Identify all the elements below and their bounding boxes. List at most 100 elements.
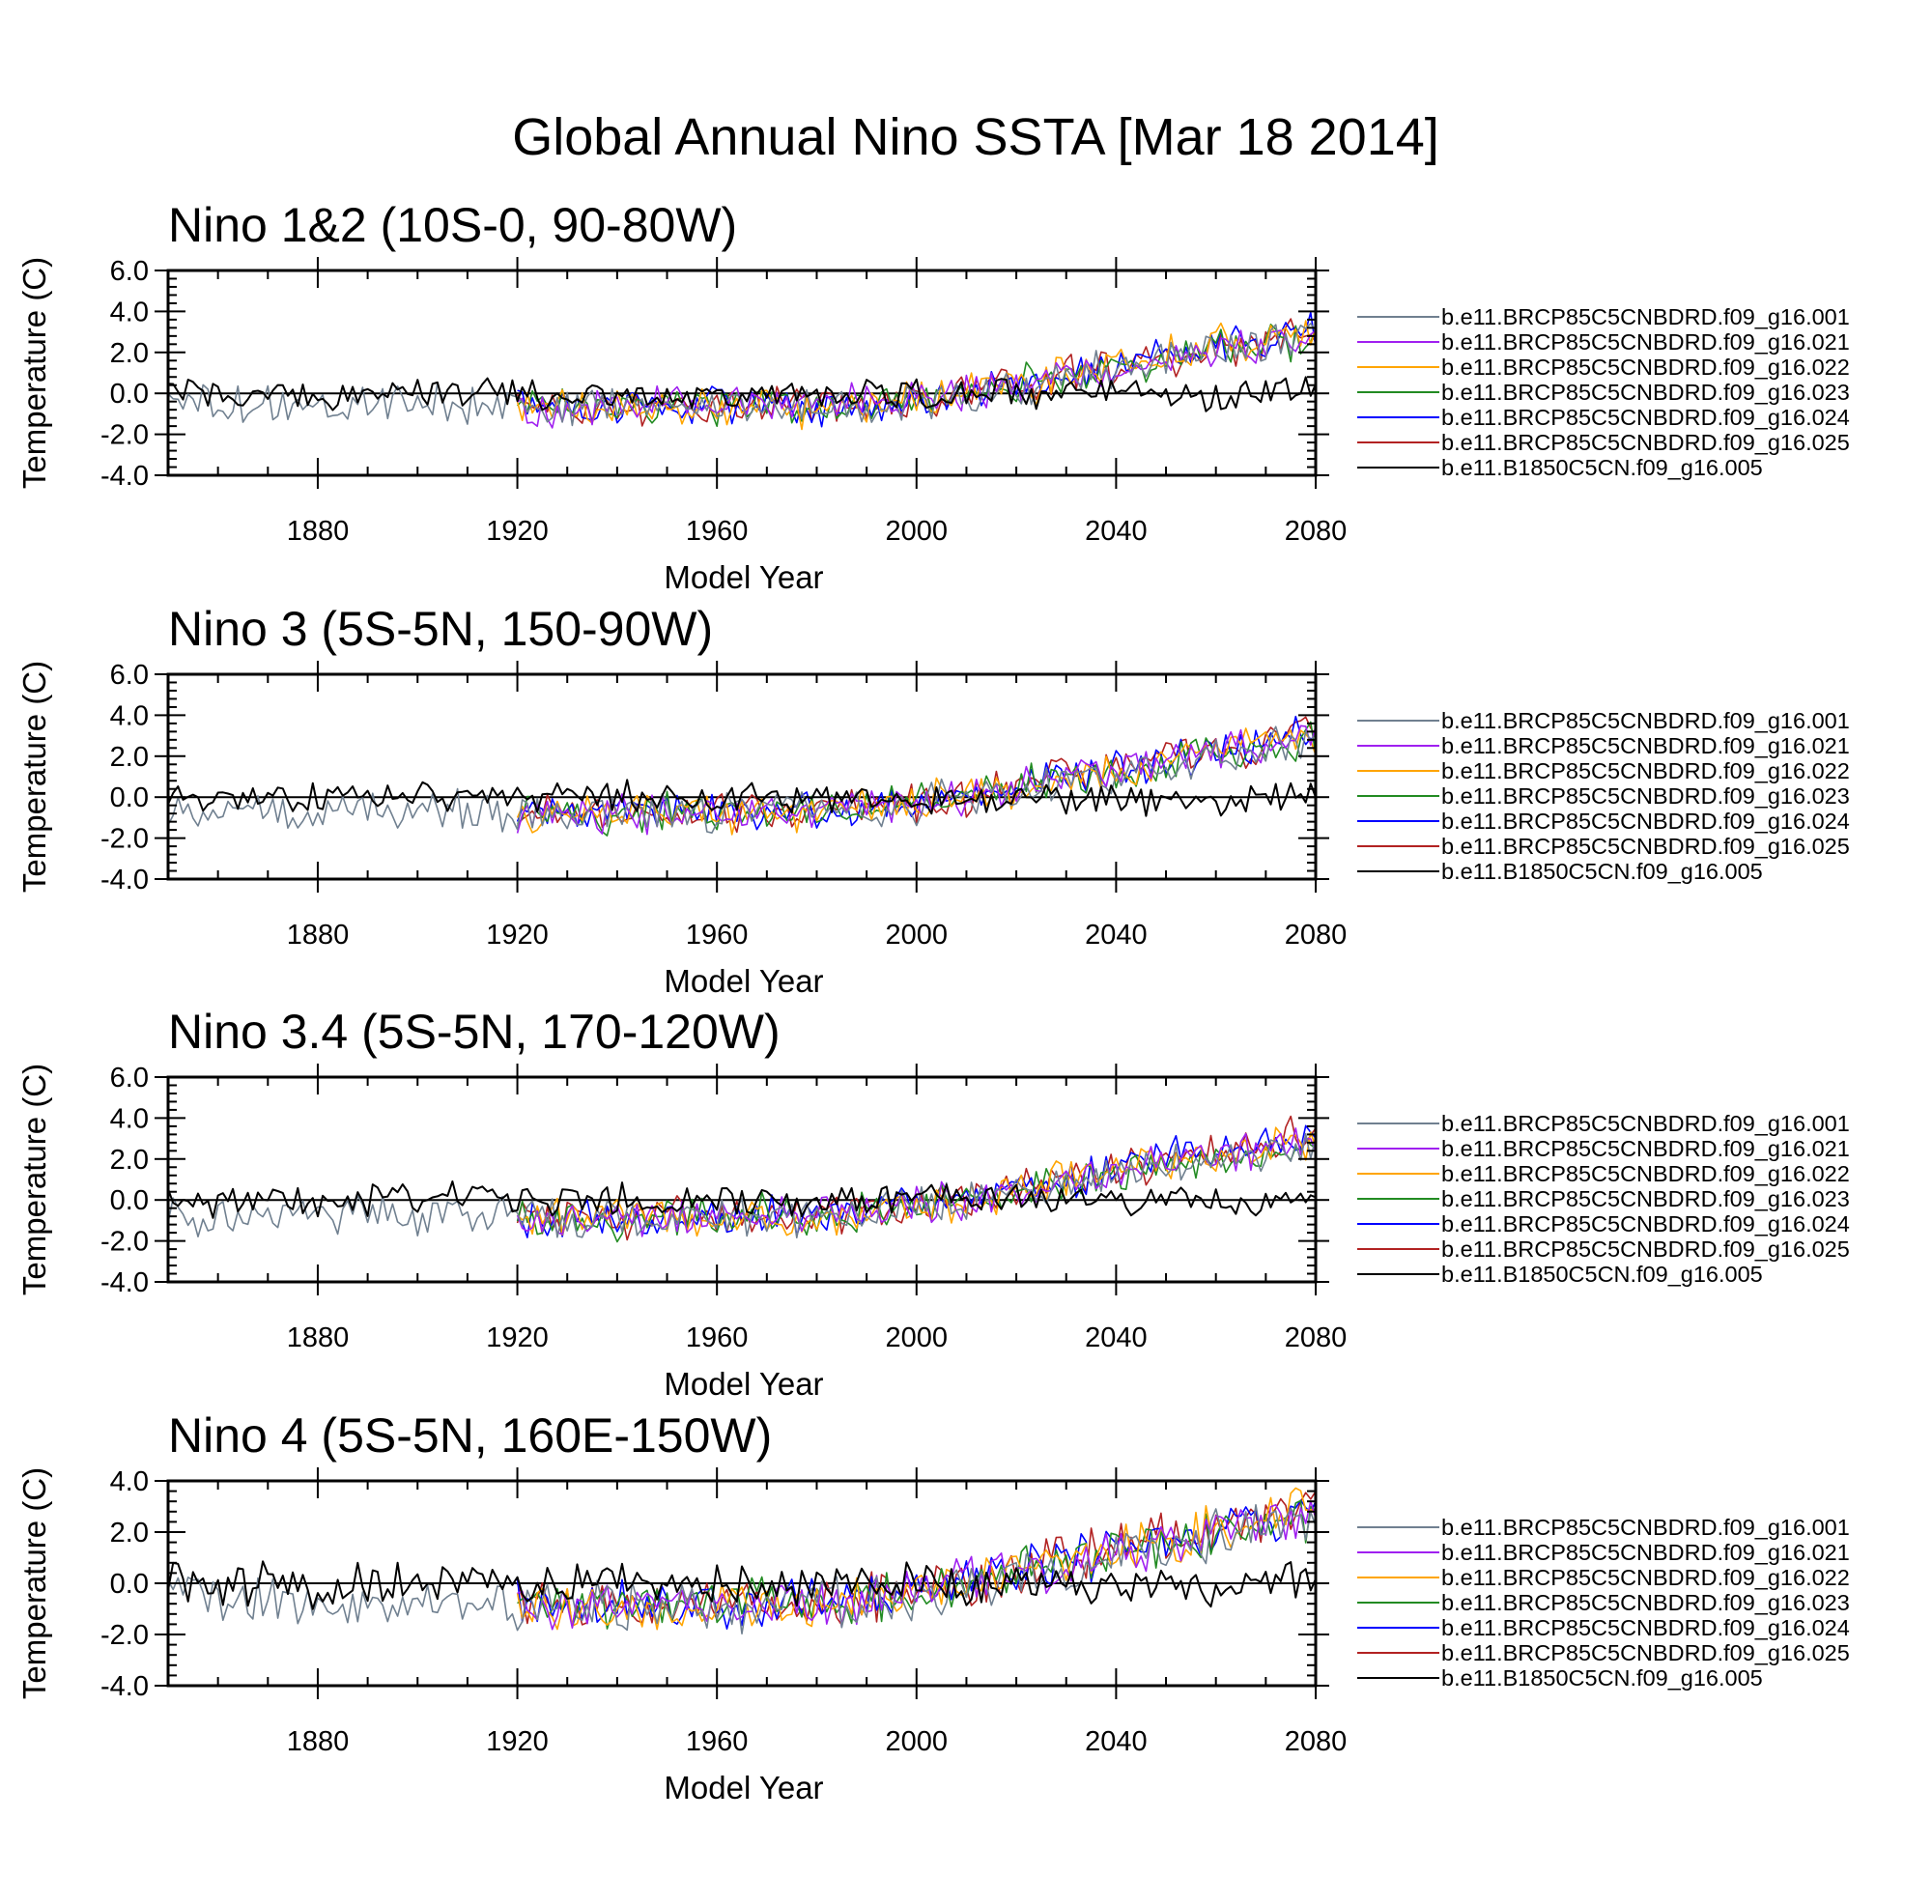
legend-label: b.e11.B1850C5CN.f09_g16.005 [1441, 455, 1763, 480]
series-line-022 [517, 1126, 1316, 1237]
x-tick-label: 2080 [1285, 516, 1348, 547]
legend-label: b.e11.BRCP85C5CNBDRD.f09_g16.022 [1441, 1161, 1850, 1186]
x-tick-label: 2080 [1285, 1322, 1348, 1353]
x-tick-label: 1960 [686, 516, 749, 547]
x-tick-label: 1880 [287, 920, 350, 951]
y-axis-title: Temperature (C) [16, 661, 52, 893]
series-line-021 [517, 329, 1316, 429]
panel-3: Nino 3.4 (5S-5N, 170-120W) 6.0 4.0 2.0 0.0 -2… [16, 1005, 1850, 1402]
legend-label: b.e11.BRCP85C5CNBDRD.f09_g16.021 [1441, 733, 1850, 758]
legend-label: b.e11.BRCP85C5CNBDRD.f09_g16.023 [1441, 1186, 1850, 1211]
legend-label: b.e11.BRCP85C5CNBDRD.f09_g16.001 [1441, 1515, 1850, 1540]
y-tick-label: 2.0 [110, 338, 149, 369]
legend-label: b.e11.B1850C5CN.f09_g16.005 [1441, 1262, 1763, 1287]
legend: b.e11.BRCP85C5CNBDRD.f09_g16.001b.e11.BR… [1357, 1111, 1850, 1287]
series-line-025 [516, 1491, 1316, 1629]
x-tick-label: 1920 [486, 1322, 549, 1353]
legend: b.e11.BRCP85C5CNBDRD.f09_g16.001b.e11.BR… [1357, 304, 1850, 480]
x-axis-title: Model Year [664, 1770, 823, 1805]
x-tick-label: 2040 [1085, 1726, 1148, 1757]
y-tick-label: 0.0 [110, 379, 149, 410]
legend-label: b.e11.BRCP85C5CNBDRD.f09_g16.001 [1441, 304, 1850, 329]
legend-label: b.e11.BRCP85C5CNBDRD.f09_g16.024 [1441, 1615, 1850, 1640]
panel-2: Nino 3 (5S-5N, 150-90W) 6.0 4.0 2.0 0.0 -2.0 -… [16, 602, 1850, 999]
y-tick-label: 2.0 [110, 1145, 149, 1176]
legend-label: b.e11.BRCP85C5CNBDRD.f09_g16.023 [1441, 380, 1850, 405]
x-tick-label: 2000 [886, 920, 949, 951]
plot-frame [166, 1075, 1318, 1284]
series-line-022 [516, 1487, 1316, 1631]
series-line-025 [516, 716, 1316, 834]
legend-label: b.e11.BRCP85C5CNBDRD.f09_g16.024 [1441, 809, 1850, 834]
legend-label: b.e11.BRCP85C5CNBDRD.f09_g16.022 [1441, 758, 1850, 783]
legend-label: b.e11.BRCP85C5CNBDRD.f09_g16.024 [1441, 405, 1850, 430]
x-tick-label: 2040 [1085, 516, 1148, 547]
series-line-005 [168, 1180, 1316, 1219]
series-line-001 [168, 1132, 1316, 1238]
x-tick-label: 1880 [287, 1726, 350, 1757]
panel-title: Nino 3.4 (5S-5N, 170-120W) [168, 1005, 781, 1059]
y-tick-label: -2.0 [100, 1227, 149, 1258]
x-tick-label: 2040 [1085, 1322, 1148, 1353]
x-axis-title: Model Year [664, 963, 823, 999]
legend-label: b.e11.BRCP85C5CNBDRD.f09_g16.022 [1441, 1565, 1850, 1590]
y-tick-label: -2.0 [100, 420, 149, 451]
x-tick-label: 1960 [686, 920, 749, 951]
legend-label: b.e11.B1850C5CN.f09_g16.005 [1441, 859, 1763, 884]
legend: b.e11.BRCP85C5CNBDRD.f09_g16.001 b.e11.BR… [1357, 1515, 1850, 1691]
y-tick-label: -4.0 [100, 1671, 149, 1702]
legend-label: b.e11.BRCP85C5CNBDRD.f09_g16.021 [1441, 1136, 1850, 1161]
y-tick-label: 0.0 [110, 1569, 149, 1600]
y-axis-title: Temperature (C) [16, 1064, 52, 1295]
y-tick-label: 6.0 [110, 1063, 149, 1094]
legend-label: b.e11.BRCP85C5CNBDRD.f09_g16.024 [1441, 1211, 1850, 1236]
y-axis-title: Temperature (C) [16, 257, 52, 489]
legend-label: b.e11.BRCP85C5CNBDRD.f09_g16.023 [1441, 1590, 1850, 1615]
x-tick-label: 2000 [886, 516, 949, 547]
series-line-022 [516, 320, 1316, 431]
panels: Nino 1&2 (10S-0, 90-80W) 6.0 4.0 2.0 0.0 -2.0… [16, 198, 1850, 1805]
series-line-021 [517, 1500, 1316, 1631]
legend-label: b.e11.B1850C5CN.f09_g16.005 [1441, 1665, 1763, 1691]
x-tick-label: 1920 [486, 1726, 549, 1757]
legend-label: b.e11.BRCP85C5CNBDRD.f09_g16.025 [1441, 834, 1850, 859]
x-tick-label: 1880 [287, 516, 350, 547]
plot-frame [166, 269, 1318, 477]
plot-frame [166, 672, 1318, 881]
y-tick-label: -2.0 [100, 1620, 149, 1651]
y-tick-label: 4.0 [110, 297, 149, 327]
series-line-005 [168, 376, 1316, 412]
legend-label: b.e11.BRCP85C5CNBDRD.f09_g16.021 [1441, 329, 1850, 355]
x-tick-label: 2000 [886, 1726, 949, 1757]
legend-label: b.e11.BRCP85C5CNBDRD.f09_g16.001 [1441, 1111, 1850, 1136]
x-tick-label: 2080 [1285, 920, 1348, 951]
panel-title: Nino 1&2 (10S-0, 90-80W) [168, 198, 737, 252]
y-tick-label: 0.0 [110, 782, 149, 813]
series-line-005 [168, 1560, 1316, 1610]
panel-1: Nino 1&2 (10S-0, 90-80W) 6.0 4.0 2.0 0.0 -2.0… [16, 198, 1850, 595]
y-tick-label: 0.0 [110, 1185, 149, 1216]
panel-4: Nino 4 (5S-5N, 160E-150W) 4.0 2.0 0.0 -2.0 -4… [16, 1408, 1850, 1805]
series-lines [168, 1115, 1316, 1243]
series-line-001 [168, 1504, 1316, 1634]
legend-label: b.e11.BRCP85C5CNBDRD.f09_g16.001 [1441, 708, 1850, 733]
main-title: Global Annual Nino SSTA [Mar 18 2014] [512, 108, 1439, 166]
legend-label: b.e11.BRCP85C5CNBDRD.f09_g16.025 [1441, 430, 1850, 455]
x-axis-title: Model Year [664, 559, 823, 595]
series-line-024 [517, 1124, 1316, 1238]
y-tick-label: 4.0 [110, 1466, 149, 1497]
y-tick-label: 6.0 [110, 660, 149, 691]
legend-label: b.e11.BRCP85C5CNBDRD.f09_g16.025 [1441, 1236, 1850, 1262]
x-tick-label: 1920 [486, 920, 549, 951]
series-line-021 [516, 1127, 1316, 1237]
y-tick-label: -2.0 [100, 824, 149, 855]
series-line-001 [168, 725, 1316, 835]
y-tick-label: 4.0 [110, 700, 149, 731]
y-axis-title: Temperature (C) [16, 1467, 52, 1699]
y-tick-label: -4.0 [100, 461, 149, 492]
legend-label: b.e11.BRCP85C5CNBDRD.f09_g16.023 [1441, 783, 1850, 809]
x-tick-label: 1960 [686, 1322, 749, 1353]
series-line-005 [168, 779, 1316, 817]
x-axis-title: Model Year [664, 1366, 823, 1402]
